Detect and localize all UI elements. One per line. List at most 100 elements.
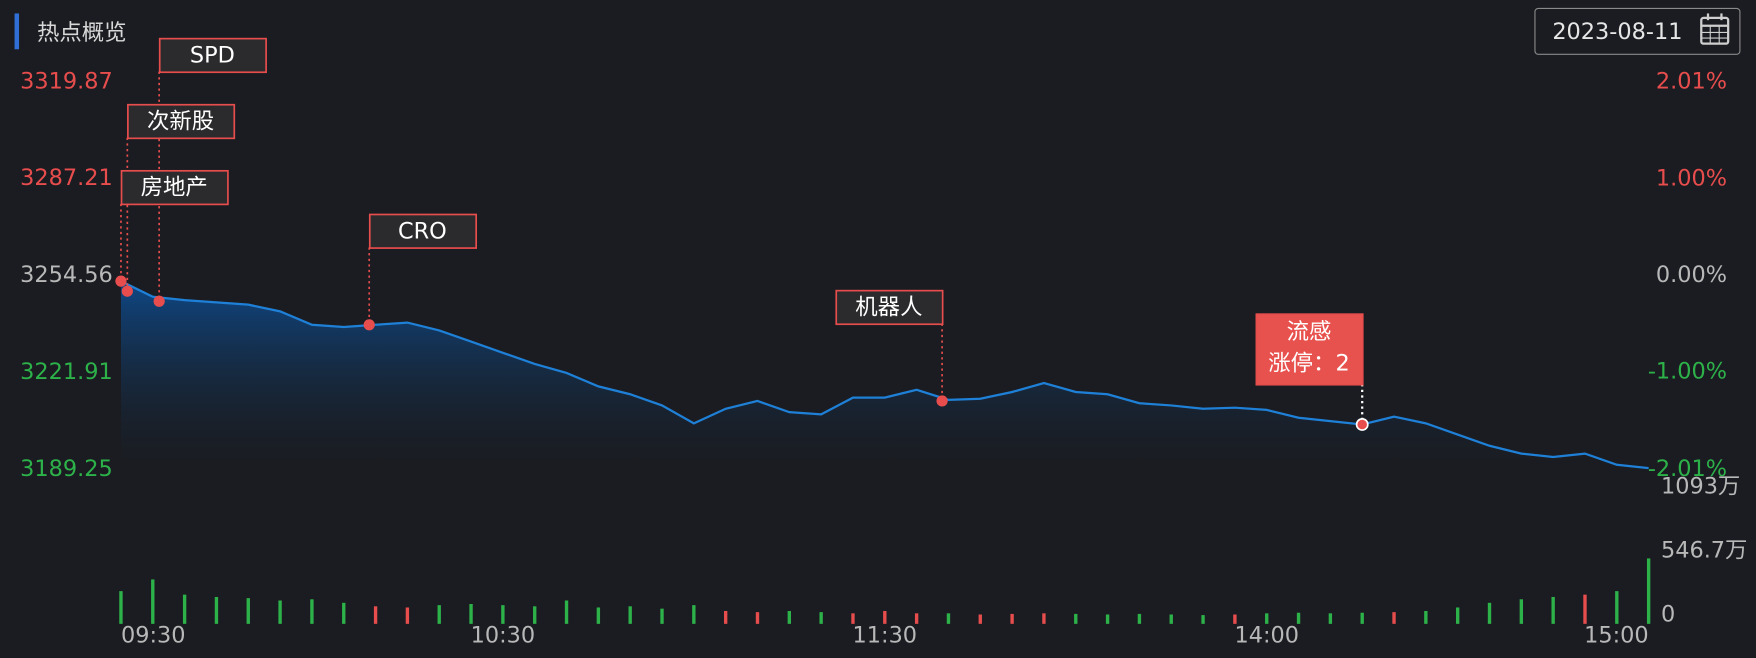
y-tick-label: 3221.91 [20,359,113,385]
x-tick-label: 10:30 [471,623,536,649]
date-picker[interactable] [1534,7,1741,55]
title-accent [14,13,20,50]
volume-bar [1265,613,1269,624]
volume-bar [819,612,823,624]
hot-topic-label: 机器人 [855,294,922,320]
volume-bar [373,606,378,624]
hot-topic-marker [115,275,127,287]
volume-bar [1392,612,1396,624]
volume-bar [1424,610,1428,624]
y2-tick-label: 2.01% [1656,68,1727,94]
hot-topic[interactable]: 次新股 [121,103,236,297]
volume-bar [246,598,250,624]
volume-bar [1583,594,1587,624]
hot-topic-marker [936,395,948,407]
volume-bar [214,596,219,624]
hot-topic-box [835,289,944,326]
hot-topic-label: 次新股 [147,109,214,135]
hot-topic-box [120,169,229,206]
volume-bar [883,610,887,624]
chart-body: 热点概览 2023-08-11 3319.87 3287.21 3254.56 322… [14,7,1748,649]
volume-bar [1010,613,1014,624]
volume-bar [1201,615,1205,624]
y2-tick-label: 1.00% [1656,166,1727,192]
volume-bar [1296,612,1301,624]
calendar-icon[interactable] [1700,13,1730,45]
y-tick-label: 3254.56 [20,262,113,288]
hot-topic-label: CRO [398,218,447,244]
x-tick-label: 09:30 [121,623,186,649]
y-tick-label: 3319.87 [20,68,113,94]
volume-bar [1519,599,1524,624]
volume-bar [1487,602,1492,624]
volume-bar [1169,614,1173,624]
volume-bar [1646,558,1651,624]
volume-bar [1456,607,1460,624]
volume-bar [1074,613,1078,624]
volume-bar [437,605,441,624]
volume-bar [1105,614,1110,624]
hot-topic-marker [153,295,165,307]
volume-bar [978,614,982,624]
volume-bar [342,602,346,624]
volume-bar [787,610,791,624]
hot-topic[interactable]: CRO [363,213,478,331]
volume-bar [1360,612,1364,624]
date-text: 2023-08-11 [1552,19,1682,45]
hot-topic-label: SPD [190,42,235,68]
volume-bar [469,603,473,624]
hot-topic-marker [1355,418,1369,431]
hot-topic-box [1255,313,1364,386]
price-line [120,280,1649,470]
volume-bar [1233,614,1237,624]
volume-bar [723,610,728,624]
y-tick-label: 3189.25 [20,456,113,482]
volume-bar [628,606,632,624]
y2-tick-label: -1.00% [1648,358,1727,384]
volume-tick-label: 1093万 [1661,474,1740,500]
volume-bar [310,599,314,624]
volume-bar [278,600,282,624]
volume-bar [182,594,187,624]
volume-bar [1328,613,1333,624]
hot-topic[interactable]: 机器人 [835,289,948,407]
volume-bar [755,612,760,624]
volume-bar [914,613,919,624]
volume-bar [533,606,537,624]
x-tick-label: 15:00 [1584,623,1649,649]
volume-bar [946,613,951,624]
x-tick-label: 14:00 [1234,623,1299,649]
y2-tick-label: 0.00% [1656,262,1727,288]
hot-topic[interactable]: SPD [153,37,267,307]
x-tick-label: 11:30 [853,623,918,649]
volume-bar [564,600,569,624]
volume-bar [660,608,664,624]
volume-bar [1615,591,1619,624]
volume-bar [119,591,123,624]
hot-topic-label: 流感 [1287,319,1332,345]
volume-bar [405,607,410,624]
hot-topic-detail: 涨停：2 [1268,350,1349,376]
hot-topic-marker [121,285,133,297]
hot-topic[interactable]: 房地产 [115,169,229,287]
volume-bar [596,607,601,624]
hot-topic-label: 房地产 [141,175,208,201]
hot-topic-box [158,37,267,74]
hot-topic-box [368,213,478,249]
volume-bar [1137,613,1142,624]
header-title: 热点概览 [37,20,127,46]
volume-tick-label: 0 [1661,601,1675,627]
volume-bar [1551,596,1555,624]
volume-bar [151,579,155,624]
y2-tick-label: -2.01% [1648,456,1727,482]
volume-bar [501,605,505,624]
volume-bar [851,613,855,624]
hot-topic-box [127,103,236,140]
price-area [120,281,1649,470]
hot-topic-marker [363,319,375,331]
volume-tick-label: 546.7万 [1661,538,1748,564]
volume-bar [692,605,696,624]
